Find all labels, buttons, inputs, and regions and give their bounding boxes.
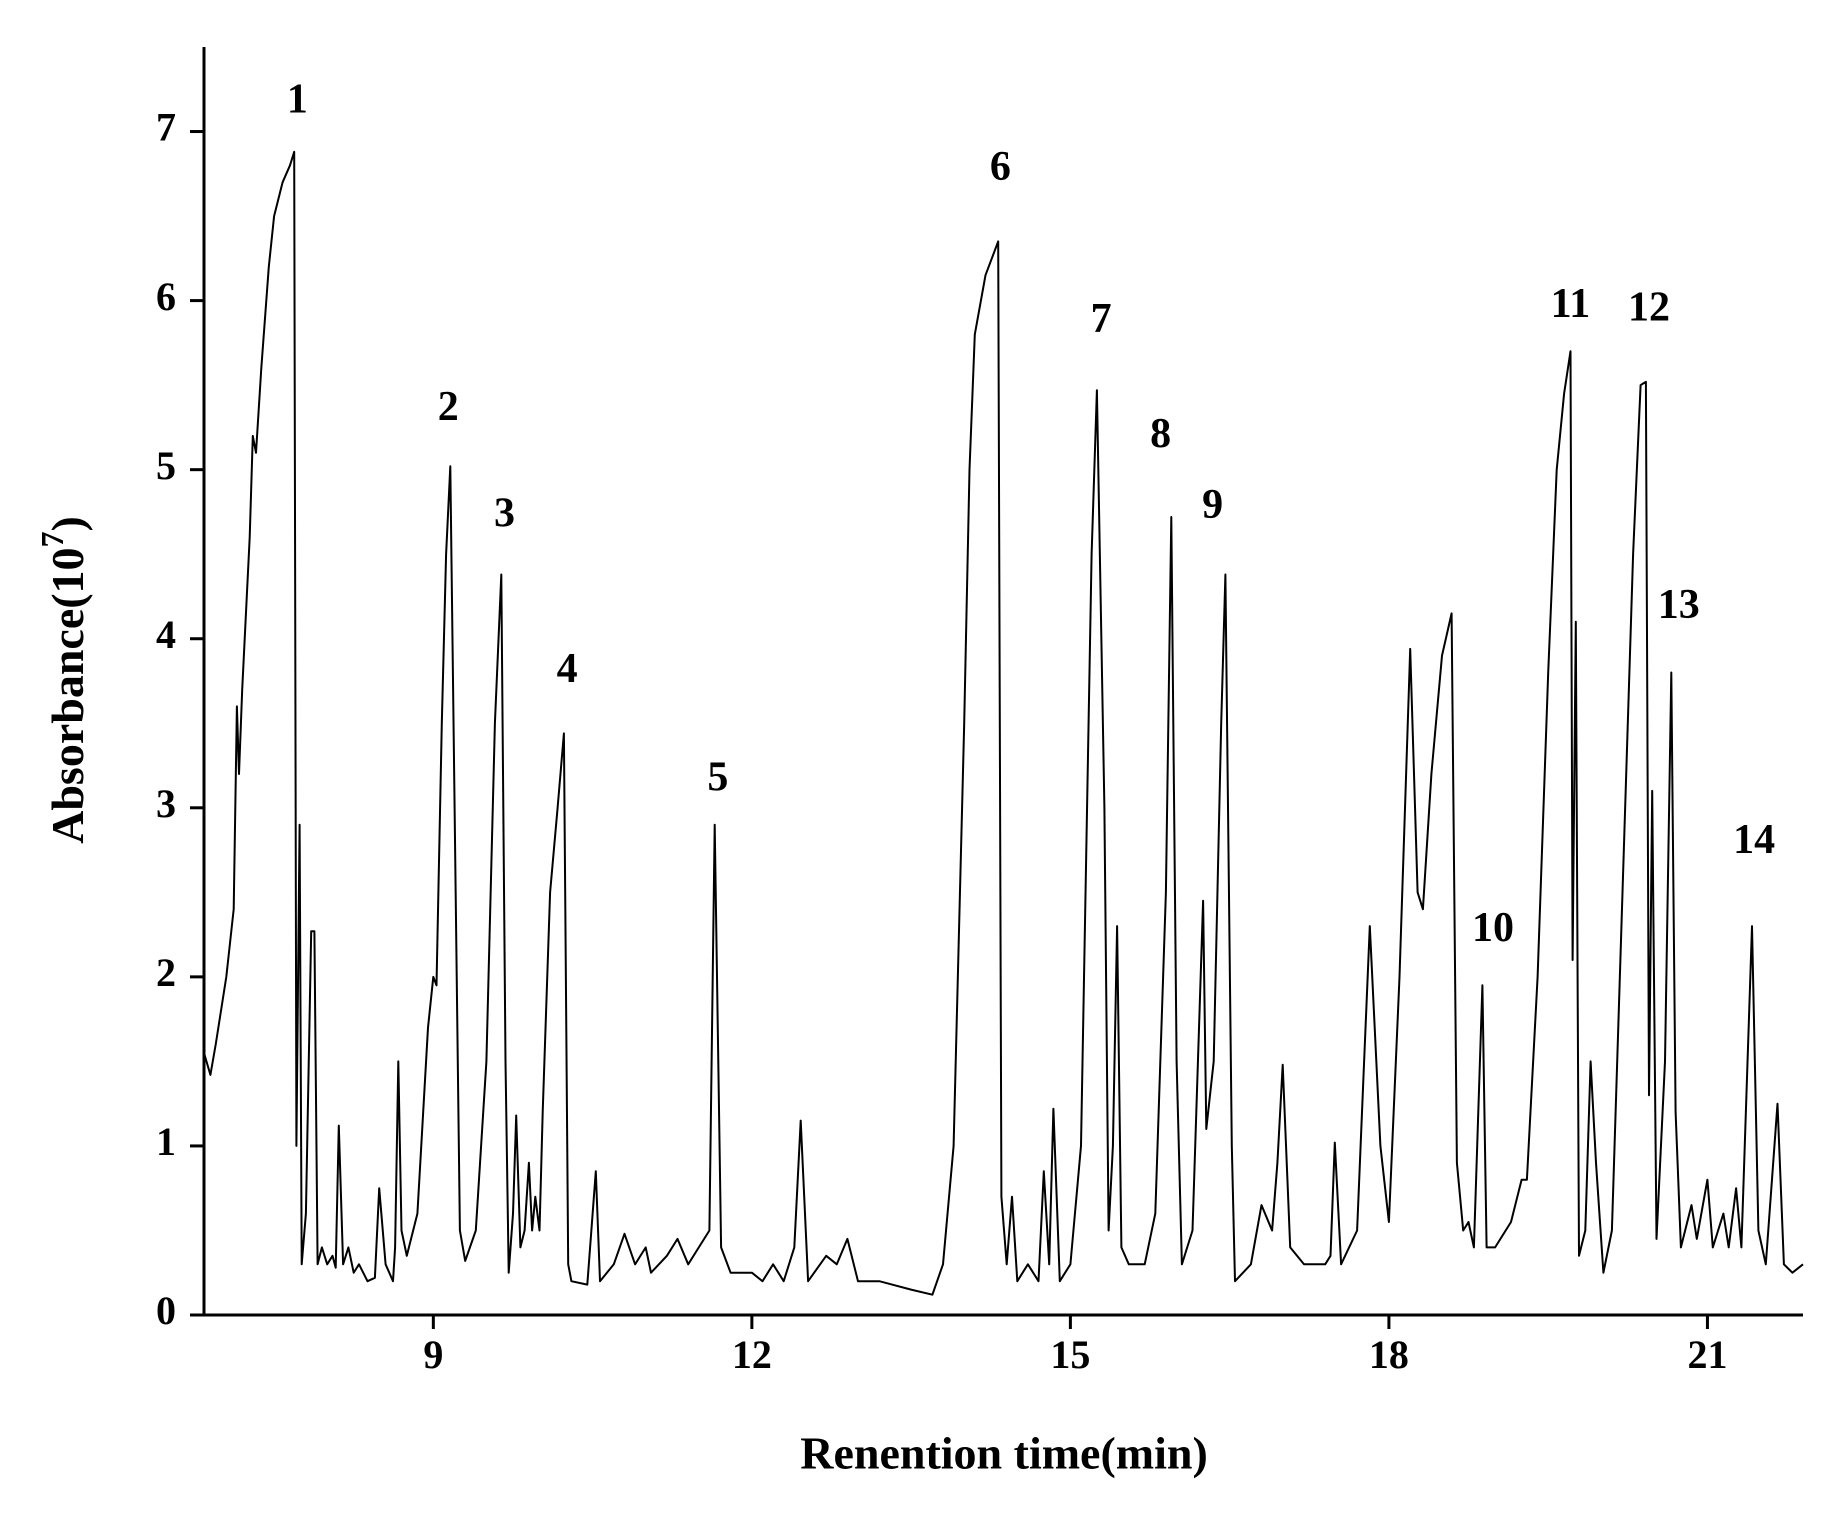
- y-tick-label: 4: [156, 612, 176, 657]
- x-tick-label: 18: [1369, 1332, 1409, 1377]
- peak-label: 8: [1150, 411, 1171, 457]
- x-tick-label: 21: [1687, 1332, 1727, 1377]
- peak-label: 3: [494, 491, 515, 537]
- peak-label: 11: [1551, 281, 1591, 327]
- y-tick-label: 3: [156, 781, 176, 826]
- peak-label: 5: [707, 754, 728, 800]
- trace: [203, 150, 1804, 1296]
- peak-label: 7: [1091, 296, 1112, 342]
- peak-label: 6: [990, 144, 1011, 190]
- peak-label: 2: [438, 384, 459, 430]
- peak-label: 12: [1628, 284, 1670, 330]
- y-tick-label: 1: [156, 1119, 176, 1164]
- y-tick-label: 6: [156, 274, 176, 319]
- peak-label: 10: [1472, 905, 1514, 951]
- x-tick-label: 15: [1050, 1332, 1090, 1377]
- y-tick-label: 5: [156, 443, 176, 488]
- x-axis-label: Renention time(min): [800, 1428, 1208, 1479]
- peak-label: 9: [1202, 482, 1223, 528]
- y-tick-label: 7: [156, 105, 176, 150]
- y-axis-label: Absorbance(107): [34, 516, 92, 844]
- y-tick-label: 0: [156, 1288, 176, 1333]
- y-axis-label-end: ): [42, 516, 93, 531]
- x-tick-label: 12: [732, 1332, 772, 1377]
- peak-label: 14: [1733, 817, 1775, 863]
- peak-label: 1: [287, 76, 308, 122]
- y-axis-label-exponent: 7: [34, 531, 70, 547]
- x-tick-label: 9: [423, 1332, 443, 1377]
- y-tick-label: 2: [156, 950, 176, 995]
- peak-label: 4: [557, 646, 578, 692]
- y-axis-label-text: Absorbance(10: [42, 547, 93, 843]
- peak-label: 13: [1658, 582, 1700, 628]
